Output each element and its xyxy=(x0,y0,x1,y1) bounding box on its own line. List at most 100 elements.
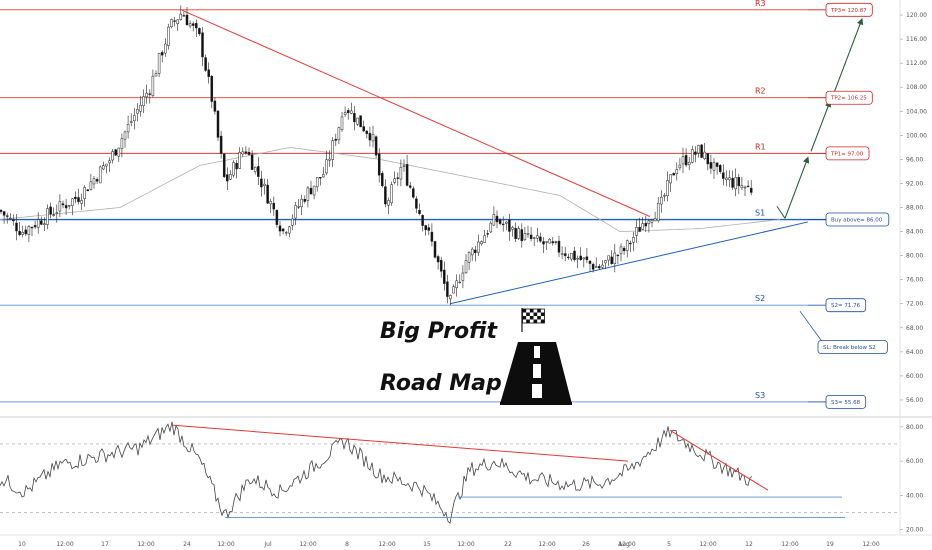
candle-body xyxy=(427,227,431,231)
price-tick-label: 68.00 xyxy=(906,325,923,332)
candle xyxy=(111,148,114,164)
time-tick-label: 12:00 xyxy=(378,541,395,548)
candle xyxy=(266,179,269,204)
candle xyxy=(582,257,586,268)
candle xyxy=(5,212,9,224)
candle xyxy=(563,247,567,262)
candle-body xyxy=(105,163,108,167)
candle-body xyxy=(498,219,502,224)
time-tick-label: 15 xyxy=(423,541,431,548)
candle-body xyxy=(80,200,83,204)
candle xyxy=(24,225,28,237)
candle xyxy=(480,240,483,246)
candle xyxy=(61,200,65,209)
candle-body xyxy=(126,124,130,133)
candle-body xyxy=(439,259,443,272)
time-tick-label: 12:00 xyxy=(781,541,798,548)
candle xyxy=(195,19,198,38)
candle xyxy=(585,247,589,264)
moving-average xyxy=(0,147,781,233)
candle xyxy=(551,236,555,246)
price-tick-label: 84.00 xyxy=(906,229,923,236)
candle-body xyxy=(151,75,155,96)
candle-body xyxy=(235,162,238,170)
candle xyxy=(145,84,148,104)
candle-body xyxy=(722,172,725,179)
level-label-s2: S2 xyxy=(755,294,765,303)
candle-body xyxy=(396,177,400,179)
candle-body xyxy=(337,127,341,141)
candle-body xyxy=(718,165,722,172)
flag-cell xyxy=(540,319,545,323)
price-tick-label: 108.00 xyxy=(906,84,927,91)
candle-body xyxy=(24,229,28,235)
candle xyxy=(356,117,359,126)
callout-s2-box xyxy=(825,298,867,313)
candle xyxy=(241,147,245,158)
candle-body xyxy=(408,185,412,188)
candle xyxy=(700,143,703,159)
candle xyxy=(387,197,390,215)
candle-body xyxy=(315,177,319,188)
candle-body xyxy=(731,177,734,188)
candle-body xyxy=(350,110,353,114)
candle xyxy=(312,185,316,200)
candle xyxy=(421,214,424,232)
price-axis: 120.00 116.00 112.00 108.00 104.00 100.00 96.0… xyxy=(900,12,927,404)
candle xyxy=(188,20,192,29)
candle-body xyxy=(331,140,334,160)
candle xyxy=(64,198,68,216)
candle xyxy=(430,223,434,247)
candle-body xyxy=(666,180,669,196)
rsi-tick-label: 60.00 xyxy=(906,458,923,465)
candle xyxy=(269,198,272,213)
candle-body xyxy=(430,231,434,242)
candle-body xyxy=(222,153,226,177)
candle-body xyxy=(303,198,307,202)
candle xyxy=(331,136,334,168)
candle xyxy=(83,185,86,207)
candle-body xyxy=(92,178,96,185)
price-tick-label: 92.00 xyxy=(906,180,923,187)
candle-body xyxy=(508,219,511,232)
candle xyxy=(167,23,170,50)
candle-body xyxy=(185,14,189,26)
candle xyxy=(179,5,183,21)
candle-body xyxy=(467,252,471,263)
candle xyxy=(455,274,458,297)
candle-body xyxy=(650,219,654,223)
time-tick-label: 12 xyxy=(745,541,753,548)
candle xyxy=(532,236,536,247)
candle xyxy=(666,171,669,202)
candle xyxy=(297,198,300,210)
candle xyxy=(247,147,251,156)
candle xyxy=(281,228,285,235)
candle xyxy=(725,170,728,187)
candle-body xyxy=(647,220,651,225)
candle-body xyxy=(365,130,369,134)
candle xyxy=(151,69,155,98)
candle-body xyxy=(458,281,462,284)
candle-body xyxy=(5,215,9,217)
candle-body xyxy=(291,218,294,226)
candle-body xyxy=(322,174,325,178)
candle-body xyxy=(486,233,489,235)
trendline-ascending-support xyxy=(449,221,809,305)
candle-body xyxy=(120,138,124,149)
candle xyxy=(598,263,601,270)
candle-body xyxy=(554,241,558,243)
time-tick-label: Jul xyxy=(263,541,272,548)
candle-body xyxy=(418,210,421,214)
price-tick-label: 80.00 xyxy=(906,253,923,260)
flag-cell xyxy=(522,309,527,313)
candle xyxy=(105,163,108,174)
candle xyxy=(610,250,613,265)
candle xyxy=(390,181,393,206)
candle-body xyxy=(638,226,641,232)
candle xyxy=(381,171,384,188)
candle-body xyxy=(415,198,418,209)
price-tick-label: 116.00 xyxy=(906,36,927,43)
candle xyxy=(328,150,331,167)
candle-body xyxy=(684,155,688,166)
